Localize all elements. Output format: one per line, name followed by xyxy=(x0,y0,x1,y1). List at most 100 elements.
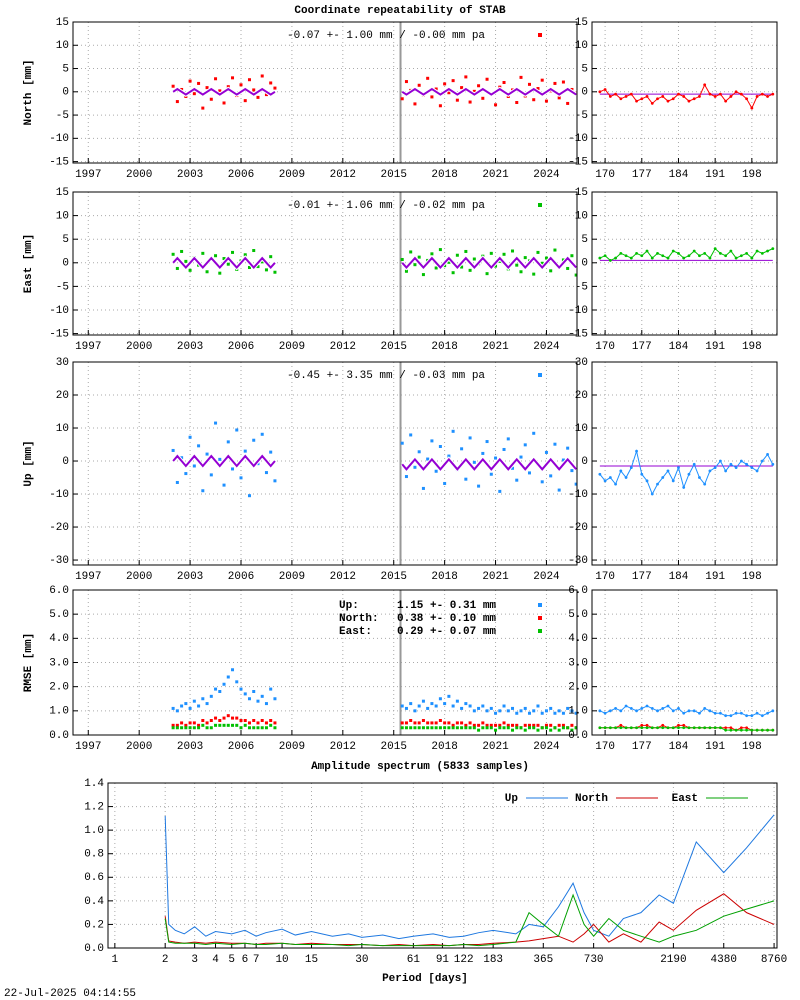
marker xyxy=(619,726,623,730)
x-tick-label: 4380 xyxy=(711,954,737,966)
point xyxy=(455,699,459,703)
point xyxy=(566,446,570,450)
point xyxy=(523,443,527,447)
y-axis-label: East [mm] xyxy=(23,234,35,293)
point xyxy=(527,723,531,727)
point xyxy=(574,726,577,730)
frame xyxy=(591,589,778,736)
frame xyxy=(72,21,578,164)
y-axis-label: RMSE [mm] xyxy=(23,633,35,692)
y-tick-label: 15 xyxy=(56,187,69,199)
point xyxy=(434,87,438,91)
y-tick-label: 0.4 xyxy=(84,896,104,908)
x-tick-label: 2009 xyxy=(279,741,305,753)
marker xyxy=(771,728,775,732)
marker xyxy=(692,726,696,730)
y-tick-label: 0 xyxy=(62,258,69,270)
series-line xyxy=(172,454,577,471)
x-tick-label: 2190 xyxy=(660,954,686,966)
point xyxy=(464,723,468,727)
marker xyxy=(640,723,644,727)
x-tick-label: 2024 xyxy=(533,741,560,753)
point xyxy=(472,257,476,261)
marker xyxy=(677,726,680,730)
point xyxy=(243,719,247,722)
point xyxy=(400,441,404,445)
marker xyxy=(771,462,775,466)
point xyxy=(494,728,498,732)
point xyxy=(447,694,451,698)
point xyxy=(519,270,523,274)
y-tick-label: 5 xyxy=(581,234,588,246)
point xyxy=(515,101,519,105)
frame xyxy=(107,782,778,949)
point xyxy=(413,102,417,106)
point xyxy=(171,706,175,710)
point xyxy=(175,480,179,484)
point xyxy=(201,697,205,701)
point xyxy=(481,96,485,100)
point xyxy=(243,449,247,453)
point xyxy=(481,726,485,730)
marker xyxy=(603,254,607,258)
point xyxy=(561,711,565,715)
marker xyxy=(703,707,707,710)
point xyxy=(417,83,421,87)
x-tick-label: 2000 xyxy=(126,169,152,181)
marker xyxy=(603,88,607,91)
point xyxy=(574,711,577,715)
point xyxy=(231,716,235,720)
x-tick-label: 191 xyxy=(705,341,725,353)
point xyxy=(426,706,430,710)
marker xyxy=(656,97,659,101)
marker xyxy=(619,469,623,473)
marker xyxy=(698,95,701,98)
point xyxy=(561,726,565,730)
series-line xyxy=(164,893,775,947)
x-tick-label: 2015 xyxy=(381,341,407,353)
point xyxy=(464,75,468,79)
point xyxy=(171,448,175,452)
marker xyxy=(682,95,686,98)
y-tick-label: 2.0 xyxy=(568,682,588,694)
y-tick-label: -5 xyxy=(575,110,588,122)
point xyxy=(269,450,273,454)
point xyxy=(205,452,209,456)
x-tick-label: 184 xyxy=(669,571,689,583)
x-tick-label: 2003 xyxy=(177,341,203,353)
point xyxy=(226,714,230,718)
series-line xyxy=(172,256,577,270)
marker xyxy=(671,709,675,713)
marker xyxy=(650,256,654,260)
point xyxy=(557,723,561,727)
point xyxy=(570,723,574,727)
plot-area xyxy=(73,22,577,163)
x-tick-label: 61 xyxy=(407,954,421,966)
point xyxy=(481,704,485,708)
marker xyxy=(629,726,633,730)
point xyxy=(438,719,442,722)
marker xyxy=(745,462,749,466)
point xyxy=(430,439,434,443)
marker xyxy=(734,728,738,732)
y-tick-label: 0 xyxy=(62,87,69,99)
point xyxy=(460,706,464,710)
point xyxy=(523,256,527,260)
marker xyxy=(724,99,728,103)
y-tick-label: 0 xyxy=(62,456,69,468)
point xyxy=(472,709,476,713)
marker xyxy=(760,92,764,96)
point xyxy=(197,726,201,730)
marker xyxy=(739,711,743,715)
point xyxy=(209,719,213,722)
marker xyxy=(713,95,717,98)
chart-title: Amplitude spectrum (5833 samples) xyxy=(311,761,529,773)
point xyxy=(498,723,502,727)
point xyxy=(468,268,472,272)
series-line xyxy=(599,727,773,731)
point xyxy=(222,101,226,105)
point xyxy=(218,457,222,461)
x-tick-label: 198 xyxy=(742,571,762,583)
legend-label: North: xyxy=(339,613,379,625)
point xyxy=(570,709,574,713)
